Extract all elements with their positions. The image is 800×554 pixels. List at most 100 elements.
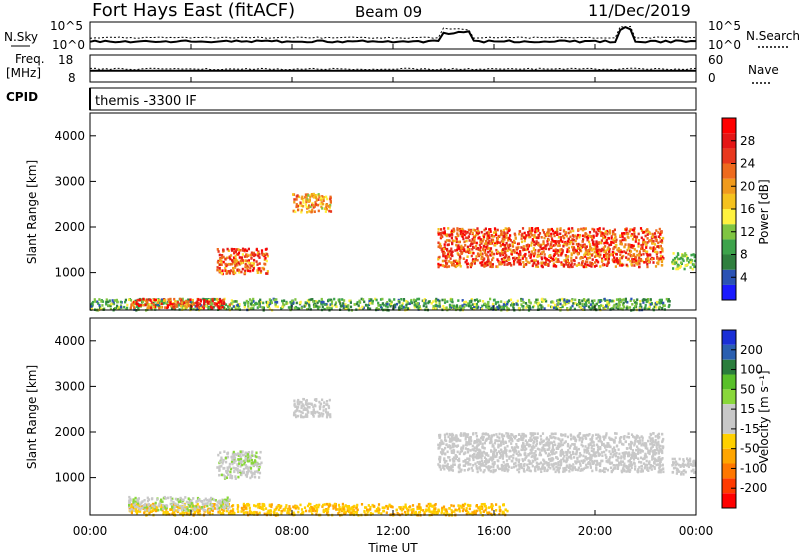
- power-echo-cell: [587, 256, 590, 260]
- power-echo-cell: [524, 302, 528, 305]
- velocity-echo-cell: [208, 513, 211, 516]
- power-echo-cell: [514, 233, 517, 237]
- power-echo-cell: [287, 306, 290, 309]
- power-echo-cell: [646, 298, 650, 301]
- power-echo-cell: [633, 301, 637, 304]
- velocity-echo-cell: [162, 513, 165, 516]
- power-echo-cell: [444, 255, 447, 258]
- velocity-echo-cell: [434, 503, 437, 506]
- velocity-echo-cell: [215, 503, 218, 507]
- power-echo-cell: [158, 304, 161, 308]
- velocity-echo-cell: [335, 508, 338, 511]
- velocity-echo-cell: [197, 506, 200, 509]
- velocity-echo-cell: [410, 508, 413, 512]
- power-echo-cell: [249, 307, 252, 310]
- power-echo-cell: [468, 304, 471, 308]
- velocity-echo-cell: [243, 462, 246, 466]
- power-echo-cell: [554, 248, 557, 251]
- velocity-echo-cell: [294, 410, 297, 413]
- power-echo-cell: [379, 304, 382, 307]
- power-echo-cell: [518, 230, 522, 233]
- velocity-echo-cell: [137, 497, 140, 500]
- velocity-echo-cell: [249, 476, 252, 480]
- power-echo-cell: [484, 262, 487, 265]
- velocity-echo-cell: [404, 510, 407, 514]
- velocity-echo-cell: [547, 463, 551, 467]
- power-echo-cell: [477, 253, 480, 257]
- power-echo-cell: [540, 304, 543, 307]
- power-echo-cell: [533, 240, 536, 244]
- power-echo-cell: [564, 233, 567, 236]
- power-echo-cell: [118, 307, 121, 311]
- power-echo-cell: [500, 300, 503, 303]
- velocity-echo-cell: [388, 503, 391, 507]
- power-echo-cell: [233, 261, 236, 264]
- velocity-echo-cell: [212, 507, 215, 510]
- power-echo-cell: [455, 260, 459, 264]
- power-echo-cell: [551, 257, 555, 261]
- velocity-echo-cell: [244, 451, 247, 455]
- power-echo-cell: [573, 307, 576, 311]
- velocity-echo-cell: [391, 505, 394, 509]
- velocity-echo-cell: [236, 504, 239, 507]
- power-echo-cell: [330, 303, 333, 306]
- velocity-echo-cell: [622, 452, 625, 456]
- power-echo-cell: [445, 265, 449, 269]
- power-echo-cell: [234, 258, 237, 262]
- power-echo-cell: [257, 268, 260, 272]
- velocity-echo-cell: [628, 443, 631, 446]
- velocity-echo-cell: [593, 444, 596, 447]
- power-echo-cell: [517, 257, 520, 261]
- power-echo-cell: [217, 299, 220, 303]
- power-echo-cell: [290, 302, 293, 305]
- velocity-echo-cell: [233, 461, 236, 464]
- power-echo-cell: [496, 241, 499, 244]
- velocity-echo-cell: [135, 508, 138, 511]
- power-echo-cell: [606, 232, 609, 236]
- power-echo-cell: [576, 252, 580, 256]
- power-echo-cell: [639, 253, 643, 257]
- power-echo-cell: [605, 241, 608, 244]
- power-echo-cell: [446, 243, 449, 247]
- power-echo-cell: [129, 306, 132, 310]
- power-echo-cell: [550, 259, 554, 262]
- power-echo-cell: [587, 298, 590, 301]
- power-echo-cell: [610, 237, 613, 240]
- velocity-echo-cell: [238, 458, 241, 461]
- power-echo-cell: [266, 304, 269, 307]
- power-echo-cell: [315, 198, 318, 202]
- velocity-echo-cell: [173, 508, 176, 512]
- velocity-echo-cell: [398, 506, 401, 509]
- velocity-echo-cell: [224, 498, 227, 502]
- power-echo-cell: [599, 300, 602, 304]
- velocity-echo-cell: [252, 464, 255, 467]
- power-echo-cell: [618, 297, 622, 301]
- velocity-echo-cell: [318, 503, 321, 507]
- power-echo-cell: [642, 249, 645, 253]
- power-echo-cell: [512, 306, 515, 310]
- velocity-echo-cell: [404, 503, 407, 507]
- power-echo-cell: [444, 259, 447, 263]
- power-echo-cell: [413, 298, 416, 302]
- power-echo-cell: [620, 256, 624, 260]
- power-echo-cell: [598, 306, 601, 309]
- power-echo-cell: [255, 260, 258, 263]
- velocity-echo-cell: [169, 496, 172, 499]
- velocity-echo-cell: [470, 512, 473, 516]
- velocity-echo-cell: [433, 511, 436, 515]
- power-echo-cell: [625, 306, 628, 310]
- power-echo-cell: [481, 239, 484, 243]
- power-echo-cell: [551, 229, 555, 233]
- power-echo-cell: [224, 266, 227, 270]
- power-echo-cell: [237, 253, 240, 256]
- power-echo-cell: [201, 305, 204, 309]
- velocity-echo-cell: [143, 499, 146, 502]
- power-echo-cell: [604, 249, 607, 253]
- power-echo-cell: [552, 249, 555, 252]
- power-panel-frame: [89, 112, 697, 311]
- power-echo-cell: [493, 234, 496, 238]
- power-echo-cell: [598, 227, 601, 230]
- power-echo-cell: [470, 240, 473, 244]
- power-echo-cell: [214, 304, 217, 307]
- power-echo-cell: [456, 306, 459, 310]
